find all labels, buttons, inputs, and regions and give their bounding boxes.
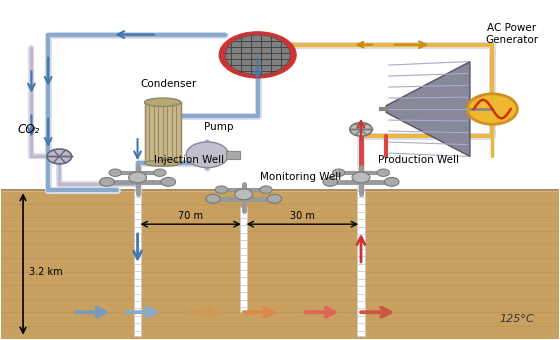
Circle shape [215,186,227,193]
Ellipse shape [144,98,181,106]
Circle shape [235,189,253,200]
Circle shape [467,94,517,124]
Bar [1,1,559,190]
Circle shape [206,194,220,203]
Circle shape [352,172,370,183]
Circle shape [350,123,372,136]
Text: Monitoring Well: Monitoring Well [260,172,342,182]
Bar [144,102,181,163]
Circle shape [186,142,228,168]
Circle shape [218,31,297,79]
Circle shape [260,186,272,193]
Circle shape [333,169,345,176]
Text: AC Power
Generator: AC Power Generator [486,23,538,45]
Text: Condenser: Condenser [140,79,197,89]
Circle shape [385,177,399,186]
Circle shape [47,149,72,164]
Circle shape [225,35,290,74]
Ellipse shape [144,160,181,166]
Polygon shape [386,62,470,156]
Bar [240,207,248,312]
Text: Production Well: Production Well [378,155,459,165]
Text: 70 m: 70 m [178,211,203,221]
Text: CO₂: CO₂ [17,123,40,136]
Circle shape [109,169,122,176]
Text: Pump: Pump [204,122,234,132]
Text: 3.2 km: 3.2 km [29,267,62,277]
Text: 30 m: 30 m [290,211,315,221]
Circle shape [100,177,114,186]
Text: Injection Well: Injection Well [155,155,225,165]
Circle shape [161,177,175,186]
Circle shape [267,194,282,203]
Bar [226,151,240,159]
Circle shape [129,172,147,183]
Circle shape [323,177,338,186]
Text: 125°C: 125°C [500,314,534,324]
Bar [134,191,141,336]
Circle shape [154,169,166,176]
Bar [1,190,559,339]
Bar [357,191,365,336]
Circle shape [377,169,390,176]
